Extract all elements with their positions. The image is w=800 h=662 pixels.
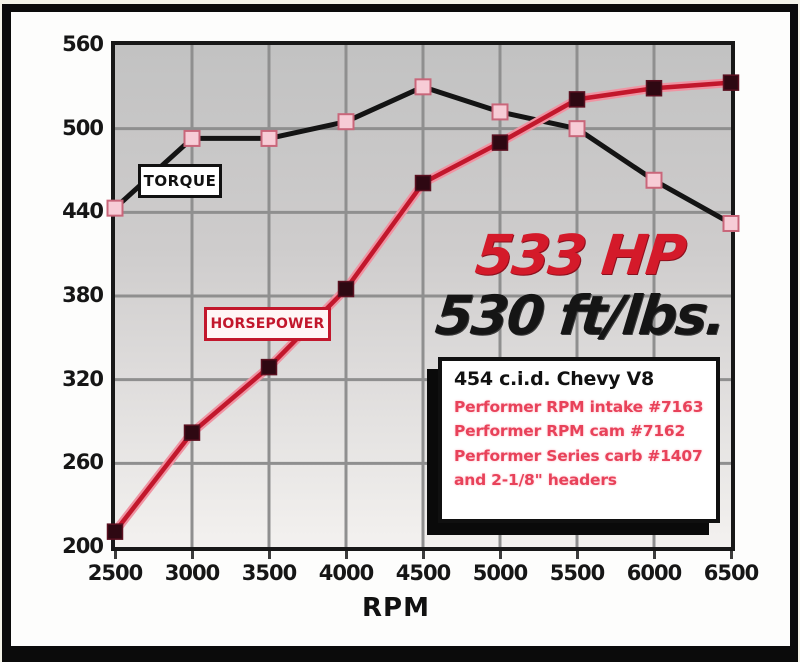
x-axis-tick-label: 2500 [87,561,143,585]
torque-data-point [414,78,432,96]
peak-torque-callout: 530 ft/lbs. [432,284,728,347]
spec-line: and 2-1/8" headers [454,471,617,490]
spec-line: Performer RPM intake #7163 [454,398,704,416]
torque-data-point [337,113,355,131]
x-axis-tick [498,551,502,559]
horsepower-data-point [337,280,355,298]
torque-data-point [106,199,124,217]
x-axis-tick [575,551,579,559]
x-axis-tick-label: 4000 [318,561,374,585]
x-axis-tick [190,551,194,559]
engine-name: 454 c.i.d. Chevy V8 [454,368,654,390]
y-axis-tick-label: 380 [62,283,104,307]
torque-data-point [722,214,740,232]
engine-spec-box: 454 c.i.d. Chevy V8 Performer RPM intake… [438,357,720,523]
y-axis-tick-label: 260 [62,450,104,475]
x-axis-tick [652,551,656,559]
horsepower-series-label: HORSEPOWER [204,307,331,341]
horsepower-data-point [414,174,432,192]
horsepower-data-point [491,134,509,151]
torque-data-point [183,129,201,147]
x-axis-title: RPM [362,593,430,623]
horsepower-data-point [260,358,278,376]
torque-data-point [645,171,663,189]
y-axis-tick-label: 560 [62,32,104,56]
x-axis-tick [729,551,733,559]
x-axis-tick [113,551,117,559]
torque-data-point [260,129,278,147]
spec-line: Performer RPM cam #7162 [454,422,686,441]
y-axis-tick-label: 440 [62,199,104,224]
torque-data-point [491,103,509,121]
x-axis-tick-label: 6500 [703,561,759,585]
horsepower-data-point [183,424,201,441]
horsepower-data-point [722,74,740,91]
x-axis-tick [421,551,425,559]
spec-line: Performer Series carb #1407 [454,446,703,465]
horsepower-data-point [568,91,586,108]
x-axis-tick-label: 5500 [549,561,605,585]
x-axis-tick [267,551,271,559]
chart-canvas [106,45,740,547]
y-axis-tick-label: 320 [62,366,104,391]
horsepower-data-point [645,79,663,97]
peak-horsepower-callout: 533 HP [472,223,688,287]
x-axis-tick-label: 3000 [164,561,220,585]
x-axis-tick-label: 6000 [626,561,682,585]
x-axis-tick [344,551,348,559]
x-axis-tick-label: 4500 [395,561,451,585]
x-axis-tick-label: 5000 [472,561,528,585]
y-axis-tick-label: 500 [62,115,104,140]
x-axis-tick-label: 3500 [241,561,297,585]
torque-data-point [568,120,586,138]
y-axis-tick-label: 200 [62,534,104,558]
horsepower-data-point [106,523,124,540]
torque-series-label: TORQUE [138,164,222,198]
